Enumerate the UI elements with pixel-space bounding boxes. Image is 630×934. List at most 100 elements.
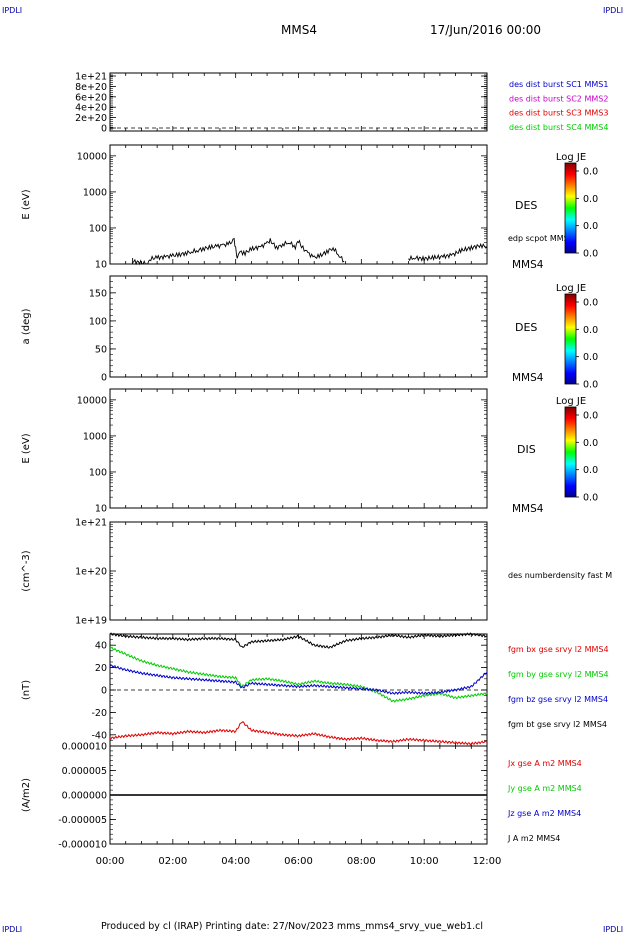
datetime-title: 17/Jun/2016 00:00	[430, 23, 541, 37]
panel-frame	[109, 521, 488, 621]
colorbar-tick-label: 0.0	[583, 221, 598, 232]
spacecraft-title: MMS4	[281, 23, 317, 37]
y-tick-label: 2e+20	[75, 113, 107, 124]
legend-entry: fgm bx gse srvy l2 MMS4	[508, 645, 609, 654]
colorbar	[564, 406, 577, 498]
legend-entry: fgm by gse srvy l2 MMS4	[508, 670, 609, 679]
colorbar-tick-label: 0.0	[583, 249, 598, 260]
y-tick-label: 0.000005	[62, 766, 107, 777]
bfield-line-bt	[109, 632, 488, 649]
legend-entry: J A m2 MMS4	[507, 834, 560, 843]
y-tick-label: 100	[89, 467, 107, 478]
y-tick-label: 40	[95, 641, 107, 652]
y-tick-label: 8e+20	[75, 82, 107, 93]
panel-bottom-label: MMS4	[512, 259, 544, 271]
bfield-line-bx	[109, 721, 488, 746]
y-tick-label: 100	[89, 316, 107, 327]
bfield-line-bz	[109, 664, 488, 696]
time-tick-label: 06:00	[284, 856, 313, 867]
panel-current-density: 0.000010 0.000005 0.000000 -0.000005 -0.0000…	[21, 742, 582, 851]
y-tick-label: 10000	[77, 151, 107, 162]
scpot-line-segment	[408, 242, 488, 263]
y-tick-label: 1000	[83, 187, 107, 198]
y-axis-label: (nT)	[21, 680, 32, 700]
y-tick-label: -40	[91, 730, 107, 741]
colorbar-tick-label: 0.0	[583, 352, 598, 363]
y-axis-label: (cm^-3)	[21, 550, 32, 591]
time-tick-label: 08:00	[347, 856, 376, 867]
panel-side-label: DES	[515, 321, 537, 334]
y-tick-label: 0	[101, 686, 107, 697]
series-label: des numberdensity fast M	[508, 571, 612, 580]
y-axis-label: a (deg)	[21, 308, 32, 344]
colorbar-tick-label: 0.0	[583, 380, 598, 391]
legend-entry: des dist burst SC2 MMS2	[509, 94, 608, 103]
colorbar-tick-label: 0.0	[583, 167, 598, 178]
legend-entry: Jy gse A m2 MMS4	[507, 784, 582, 793]
corner-label-top-left: IPDLI	[2, 6, 22, 15]
y-tick-label: 0.000010	[62, 742, 107, 753]
legend-entry: des dist burst SC1 MMS1	[509, 80, 608, 89]
corner-label-top-right: IPDLI	[603, 6, 623, 15]
legend-entry: des dist burst SC4 MMS4	[509, 123, 608, 132]
y-tick-label: 0	[101, 124, 107, 135]
time-tick-label: 00:00	[96, 856, 125, 867]
legend-entry: fgm bt gse srvy l2 MMS4	[508, 720, 607, 729]
legend-entry: Jx gse A m2 MMS4	[507, 759, 582, 768]
y-tick-label: 0	[101, 373, 107, 384]
colorbar-tick-label: 0.0	[583, 465, 598, 476]
y-tick-label: 10	[95, 260, 107, 271]
time-axis: 00:00 02:00 04:00 06:00 08:00 10:00 12:00	[96, 856, 502, 867]
panel-bottom-label: MMS4	[512, 503, 544, 515]
footer-credit: Produced by cl (IRAP) Printing date: 27/…	[101, 921, 483, 932]
y-tick-label: 1e+19	[75, 616, 107, 627]
y-tick-label: 1e+20	[75, 567, 107, 578]
y-tick-label: 20	[95, 663, 107, 674]
panel-dis-energy: 10000 1000 100 10 E (eV) DIS MMS4 Log JE 0.0 0.0 0…	[21, 388, 598, 515]
y-tick-label: 6e+20	[75, 92, 107, 103]
y-tick-label: 50	[95, 344, 107, 355]
colorbar-tick-label: 0.0	[583, 325, 598, 336]
panel-frame	[109, 144, 488, 265]
y-tick-label: 10	[95, 504, 107, 515]
colorbar-tick-label: 0.0	[583, 298, 598, 309]
panel-frame	[109, 72, 488, 132]
corner-label-bottom-right: IPDLI	[603, 925, 623, 934]
panel-side-label: DES	[515, 199, 537, 212]
panel-frame	[109, 388, 488, 509]
colorbar-title: Log JE	[556, 396, 586, 407]
colorbar-tick-label: 0.0	[583, 194, 598, 205]
time-tick-label: 04:00	[221, 856, 250, 867]
corner-label-bottom-left: IPDLI	[2, 925, 22, 934]
panel-bottom-label: MMS4	[512, 372, 544, 384]
colorbar-title: Log JE	[556, 283, 586, 294]
panel-des-energy: 10000 1000 100 10 E (eV) DES edp scpot MMS4 MMS…	[21, 144, 598, 271]
panel-des-pitch-angle: 150 100 50 0 a (deg) DES MMS4 Log JE 0.0 0.0 0.0 0.…	[21, 275, 598, 391]
legend-entry: Jz gse A m2 MMS4	[507, 809, 581, 818]
panel-magnetic-field: 40 20 0 -20 -40 (nT) fgm bx gse srvy l2 MMS4 fg…	[21, 632, 609, 747]
y-axis-label: E (eV)	[21, 189, 32, 219]
y-tick-label: 1e+21	[75, 518, 107, 529]
time-tick-label: 10:00	[410, 856, 439, 867]
bfield-line-by	[109, 646, 488, 703]
y-tick-label: 10000	[77, 395, 107, 406]
series-label: edp scpot MMS4	[508, 234, 574, 243]
colorbar	[564, 293, 577, 385]
legend-entry: des dist burst SC3 MMS3	[509, 109, 608, 118]
y-tick-label: 150	[89, 288, 107, 299]
panel-frame	[109, 275, 488, 378]
colorbar-tick-label: 0.0	[583, 493, 598, 504]
y-tick-label: 100	[89, 223, 107, 234]
y-axis-label: E (eV)	[21, 433, 32, 463]
y-tick-label: 4e+20	[75, 103, 107, 114]
time-tick-label: 12:00	[473, 856, 502, 867]
time-tick-label: 02:00	[158, 856, 187, 867]
panel-side-label: DIS	[517, 443, 536, 456]
y-tick-label: -20	[91, 708, 107, 719]
colorbar	[564, 162, 577, 254]
y-axis-label: (A/m2)	[21, 778, 32, 812]
y-tick-label: 0.000000	[62, 791, 107, 802]
colorbar-tick-label: 0.0	[583, 438, 598, 449]
colorbar-tick-label: 0.0	[583, 411, 598, 422]
